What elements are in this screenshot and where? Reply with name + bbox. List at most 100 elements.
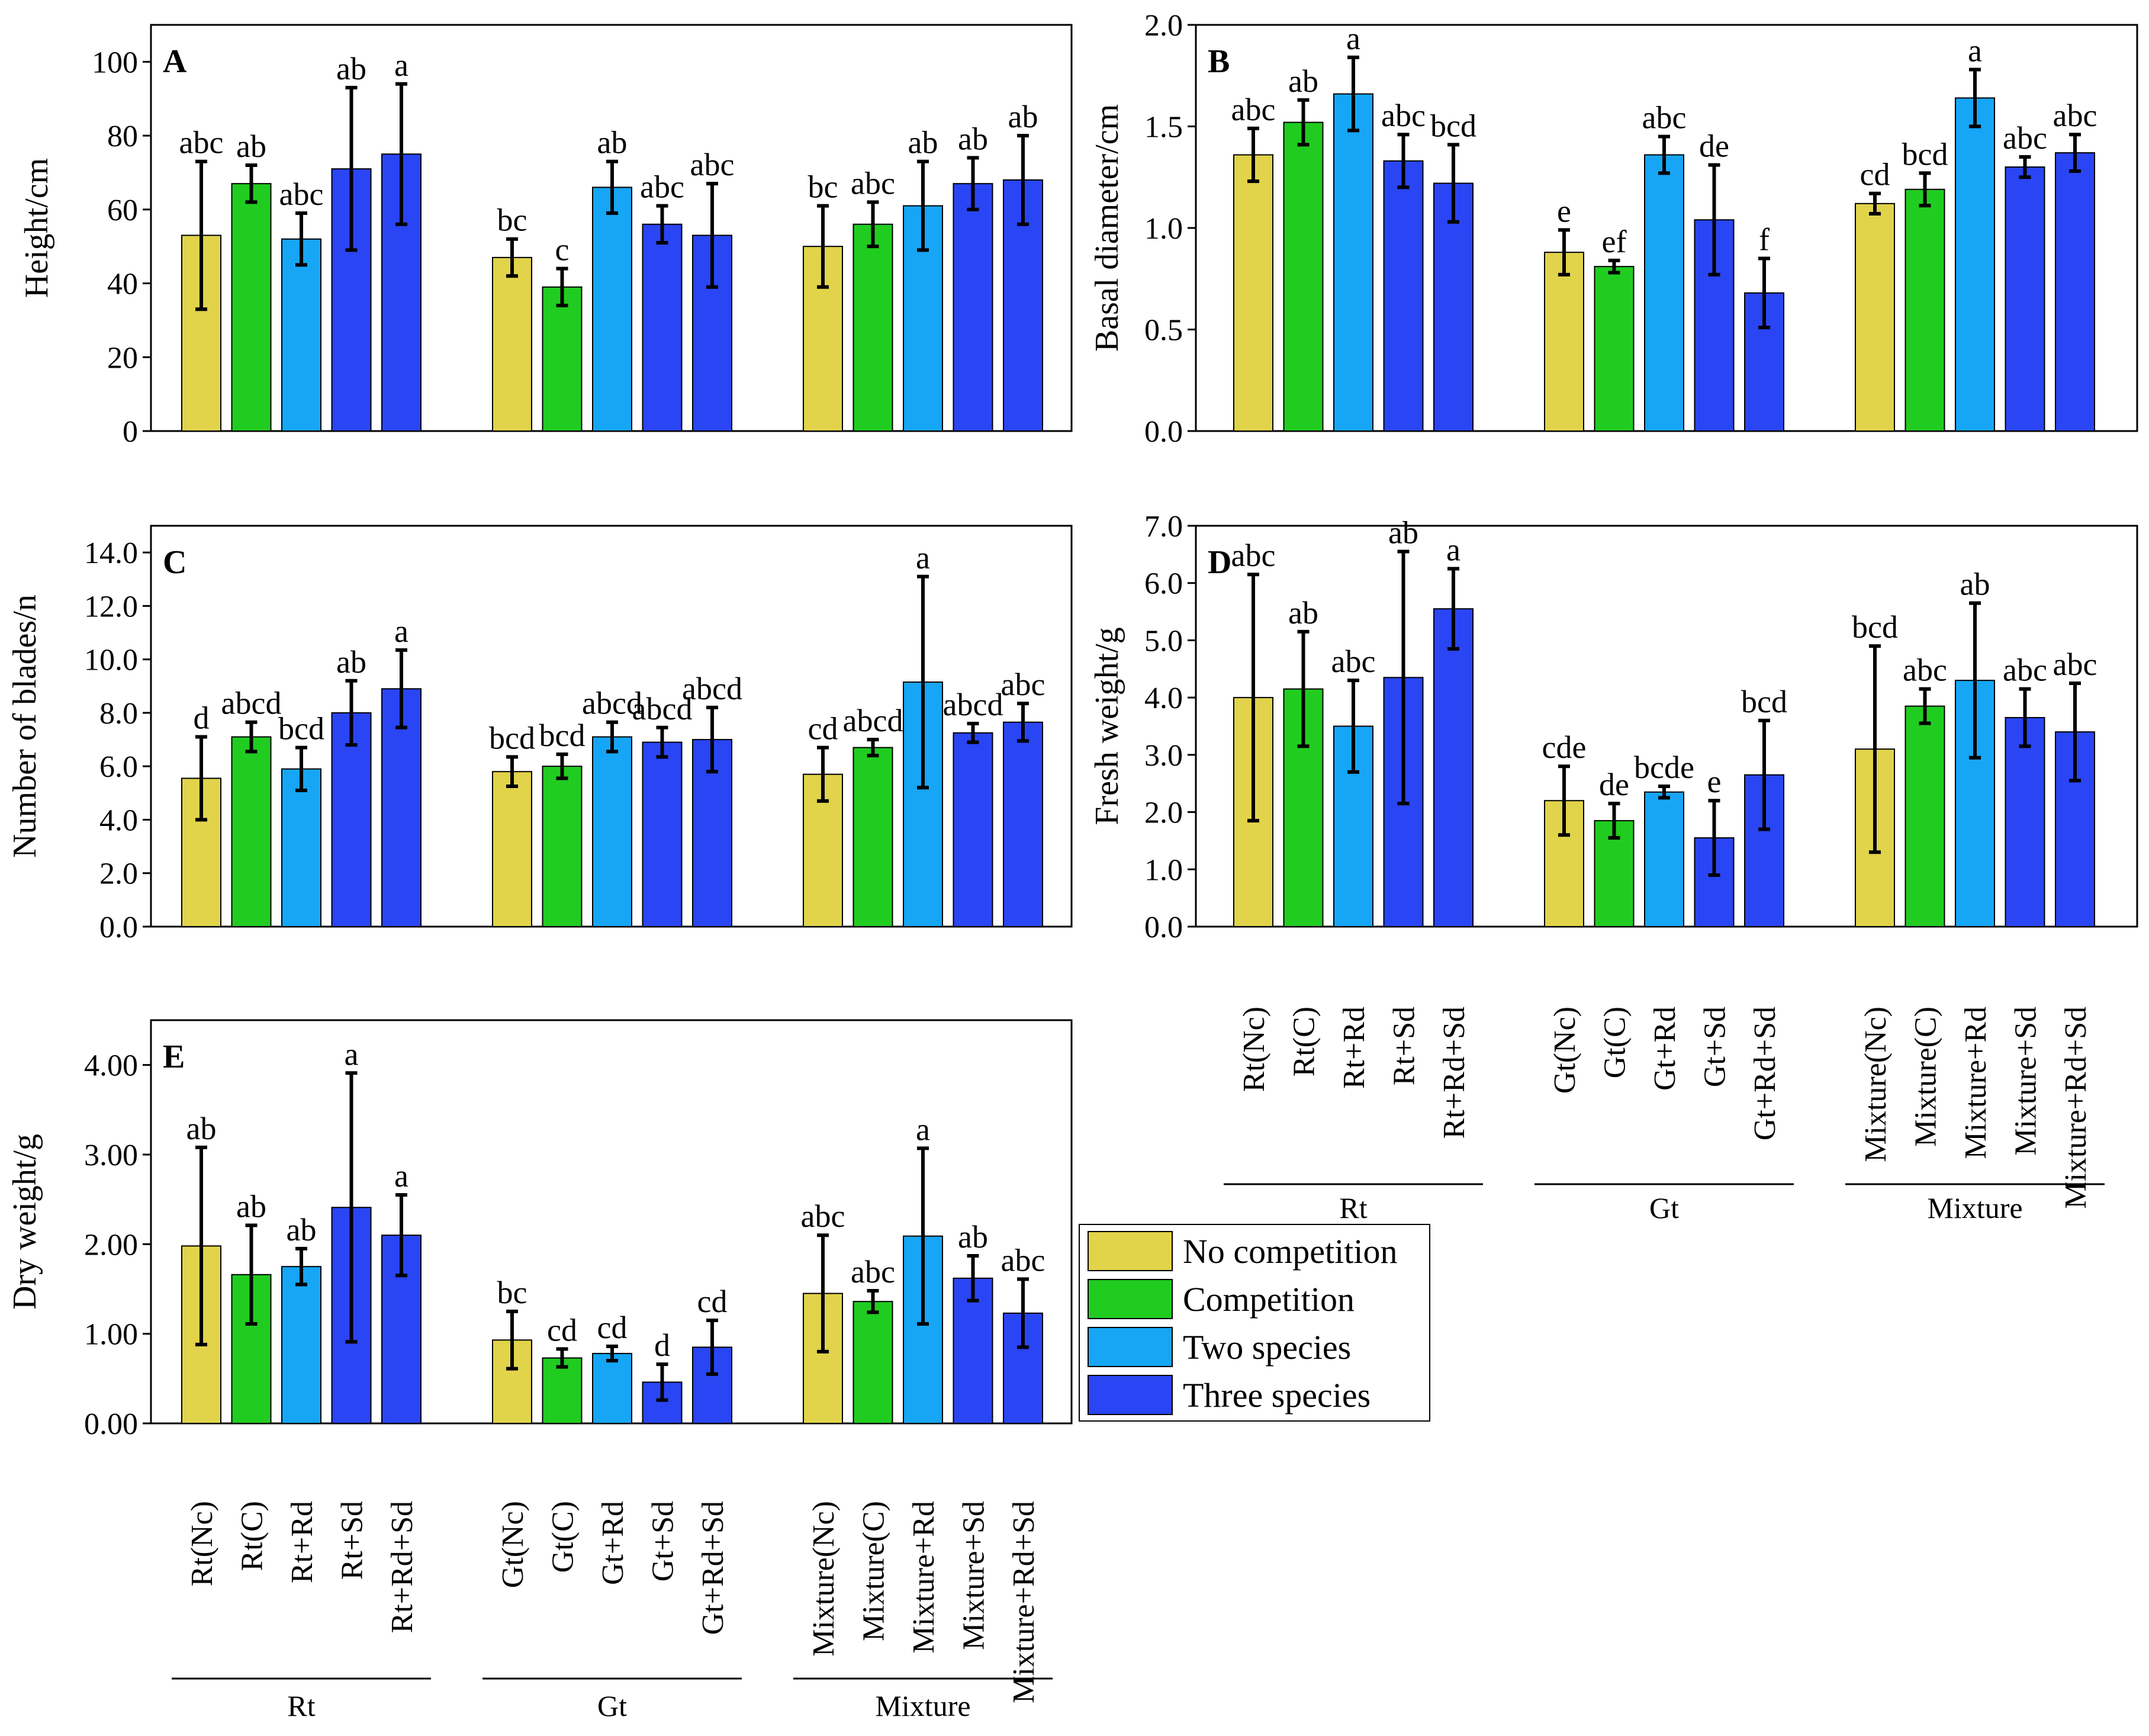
y-tick-label: 14.0: [84, 536, 138, 570]
bar-mixture-c: [1904, 705, 1945, 928]
significance-label-rt-sd: ab: [336, 51, 366, 86]
x-category-label: Gt(C): [546, 1501, 580, 1573]
y-tick-label: 40: [107, 268, 138, 301]
significance-label-mixture-nc: bc: [808, 169, 838, 205]
significance-label-gt-sd: de: [1699, 128, 1729, 164]
x-category-label: Mixture+Rd+Sd: [2059, 1007, 2093, 1209]
x-category-label: Rt+Sd: [336, 1501, 369, 1580]
bar-gt-rd: [592, 187, 632, 432]
x-category-label: Mixture+Rd+Sd: [1007, 1501, 1041, 1703]
significance-label-gt-rd-sd: bcd: [1741, 684, 1787, 719]
x-category-label: Gt+Sd: [646, 1501, 680, 1581]
x-category-label: Rt(C): [1288, 1007, 1321, 1076]
significance-label-rt-sd: abc: [1381, 98, 1426, 133]
group-label: Rt: [1339, 1191, 1367, 1224]
bar-mixture-sd: [953, 183, 993, 432]
x-category-label: Mixture(C): [1909, 1007, 1943, 1147]
bar-rt-rd: [281, 238, 321, 432]
y-tick-label: 1.0: [1144, 212, 1183, 246]
y-axis-label: Fresh weight/g: [1089, 627, 1125, 825]
x-category-label: Gt(Nc): [1548, 1007, 1582, 1094]
legend-swatch-two-species: [1088, 1327, 1173, 1367]
significance-label-mixture-sd: ab: [958, 1219, 988, 1255]
y-tick-label: 60: [107, 194, 138, 227]
bar-gt-nc: [1544, 252, 1584, 432]
significance-label-mixture-nc: cd: [1860, 157, 1890, 192]
significance-label-rt-c: ab: [1288, 63, 1318, 99]
significance-label-gt-c: c: [555, 232, 570, 268]
significance-label-rt-c: ab: [236, 128, 266, 164]
y-axis-label: Height/cm: [18, 158, 55, 298]
y-tick-label: 7.0: [1144, 510, 1183, 544]
group-label: Mixture: [1927, 1191, 2022, 1224]
y-tick-label: 3.00: [84, 1139, 138, 1172]
significance-label-mixture-sd: abcd: [943, 687, 1003, 722]
group-label: Rt: [287, 1689, 315, 1722]
bar-rt-sd: [331, 712, 372, 928]
significance-label-mixture-sd: abc: [2003, 120, 2047, 156]
significance-label-mixture-nc: abc: [801, 1198, 845, 1234]
bar-gt-rd: [592, 1352, 632, 1424]
significance-label-mixture-sd: abc: [2003, 652, 2047, 688]
y-tick-label: 0.0: [99, 911, 138, 944]
significance-label-rt-rd: abc: [1331, 644, 1376, 679]
bar-rt-rd: [281, 1266, 321, 1425]
bar-rt-c: [231, 736, 272, 927]
y-tick-label: 10.0: [84, 644, 138, 677]
significance-label-rt-c: ab: [1288, 595, 1318, 631]
significance-label-mixture-rd-sd: ab: [1008, 99, 1038, 134]
significance-label-gt-c: ef: [1602, 224, 1627, 259]
bar-rt-rd: [1333, 93, 1373, 432]
significance-label-gt-rd-sd: abcd: [682, 671, 742, 706]
significance-label-mixture-rd: a: [1968, 33, 1982, 68]
significance-label-gt-rd-sd: abc: [690, 147, 735, 182]
x-category-label: Rt(Nc): [1237, 1007, 1271, 1092]
x-category-label: Mixture+Rd: [907, 1501, 941, 1654]
significance-label-rt-nc: ab: [186, 1111, 217, 1146]
y-tick-label: 4.0: [99, 803, 138, 837]
bar-mixture-sd: [953, 732, 993, 927]
bar-gt-nc: [492, 256, 532, 432]
significance-label-mixture-c: abc: [1903, 652, 1947, 688]
panel-title: A: [163, 43, 187, 80]
x-category-label: Gt(C): [1598, 1007, 1632, 1078]
x-category-label: Gt+Rd: [596, 1501, 630, 1585]
significance-label-mixture-rd: a: [916, 540, 930, 576]
significance-label-gt-nc: bcd: [489, 720, 535, 756]
significance-label-rt-nc: abc: [1231, 92, 1276, 127]
significance-label-gt-nc: bc: [497, 1275, 527, 1310]
significance-label-rt-rd-sd: a: [394, 47, 408, 83]
bar-mixture-c: [852, 747, 893, 928]
x-category-label: Mixture+Sd: [957, 1501, 991, 1650]
significance-label-rt-nc: abc: [179, 125, 224, 160]
y-tick-label: 2.00: [84, 1228, 138, 1262]
y-tick-label: 1.5: [1144, 111, 1183, 144]
significance-label-rt-rd: bcd: [278, 711, 324, 747]
y-axis-label: Basal diameter/cm: [1089, 104, 1125, 352]
significance-label-rt-sd: ab: [336, 644, 366, 680]
legend-label-three-species: Three species: [1183, 1376, 1371, 1414]
bar-mixture-rd-sd: [2055, 152, 2095, 432]
bar-mixture-c: [852, 223, 893, 432]
y-tick-label: 5.0: [1144, 624, 1183, 658]
panel-d: D 0.0 1.0 2.0 3.0 4.0 5.0 6.0 7.0 Fresh weight/g a…: [1089, 510, 2138, 1224]
significance-label-mixture-rd: ab: [1960, 567, 1990, 602]
significance-label-rt-rd: a: [1346, 21, 1360, 56]
significance-label-gt-nc: cde: [1542, 729, 1587, 765]
significance-label-gt-sd: abc: [640, 169, 684, 205]
significance-label-rt-rd-sd: a: [1446, 532, 1460, 568]
x-category-label: Mixture+Rd: [1959, 1007, 1993, 1159]
significance-label-gt-sd: d: [654, 1327, 670, 1363]
bar-gt-rd: [1644, 791, 1684, 927]
significance-label-gt-rd: abc: [1642, 100, 1687, 136]
group-label: Mixture: [875, 1689, 970, 1722]
significance-label-rt-rd-sd: bcd: [1430, 108, 1476, 143]
x-category-label: Gt+Rd+Sd: [1748, 1007, 1782, 1140]
bar-rt-rd-sd: [1433, 182, 1474, 432]
bar-mixture-sd: [2005, 166, 2045, 432]
legend-swatch-competition: [1088, 1279, 1173, 1319]
bar-mixture-c: [852, 1301, 893, 1425]
